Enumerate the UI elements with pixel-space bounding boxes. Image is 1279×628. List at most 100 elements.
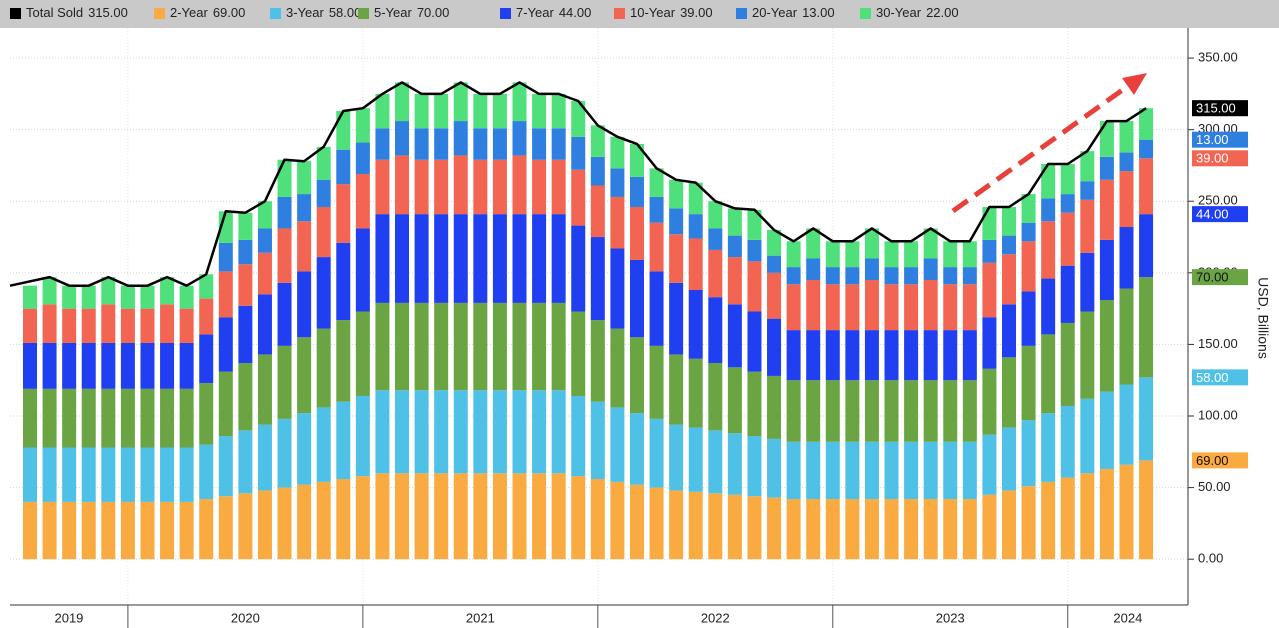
bar-segment	[42, 277, 57, 305]
y-tick-label: 250.00	[1198, 193, 1238, 208]
bar-segment	[512, 82, 527, 122]
bar-segment	[904, 284, 919, 331]
bar-segment	[199, 334, 214, 384]
bar-segment	[1080, 181, 1095, 200]
bar-segment	[767, 229, 782, 256]
bar-segment	[101, 501, 116, 560]
bar-segment	[336, 401, 351, 480]
bar-segment	[845, 441, 860, 500]
bar-segment	[708, 201, 723, 229]
bar-segment	[806, 258, 821, 280]
bar-segment	[610, 248, 625, 329]
legend-swatch	[500, 8, 511, 19]
bar-segment	[42, 304, 57, 343]
value-tag	[1192, 150, 1248, 167]
bar-segment	[512, 214, 527, 303]
bar-segment	[962, 330, 977, 381]
bar-segment	[218, 242, 233, 272]
bar-segment	[708, 249, 723, 298]
legend-label: 2-Year 69.00	[170, 5, 245, 20]
bar-segment	[649, 168, 664, 197]
bar-segment	[355, 228, 370, 312]
bar-segment	[414, 128, 429, 160]
bar-segment	[669, 179, 684, 209]
bar-segment	[1119, 288, 1134, 385]
bar-segment	[316, 179, 331, 207]
bar-segment	[492, 159, 507, 215]
bar-segment	[375, 159, 390, 215]
bar-segment	[943, 380, 958, 442]
bar-segment	[1002, 206, 1016, 236]
bar-segment	[316, 146, 331, 180]
bar-segment	[629, 176, 644, 207]
bar-segment	[160, 447, 175, 502]
bar-segment	[786, 441, 801, 500]
bar-segment	[512, 473, 527, 560]
legend-value: 13.00	[802, 5, 835, 20]
bar-segment	[297, 194, 312, 222]
bar-segment	[551, 214, 566, 303]
bar-segment	[120, 388, 135, 448]
bar-segment	[199, 298, 214, 335]
bar-segment	[943, 284, 958, 331]
bar-segment	[845, 499, 860, 560]
legend-value: 315.00	[88, 5, 128, 20]
bar-segment	[277, 196, 292, 229]
bar-segment	[845, 284, 860, 331]
legend-name: 5-Year	[374, 5, 412, 20]
bar-segment	[81, 308, 96, 343]
bar-segment	[473, 93, 488, 129]
bar-segment	[23, 285, 37, 309]
y-tick-label: 50.00	[1198, 479, 1231, 494]
value-tag-label: 13.00	[1196, 132, 1229, 147]
bar-segment	[727, 367, 742, 434]
bar-segment	[1139, 139, 1154, 159]
bar-segment	[864, 499, 879, 560]
legend-label: 30-Year 22.00	[876, 5, 959, 20]
bar-segment	[825, 499, 840, 560]
bar-segment	[453, 302, 468, 391]
bar-segment	[395, 214, 410, 303]
bar-segment	[355, 476, 370, 560]
bar-segment	[257, 354, 272, 425]
bar-segment	[492, 302, 507, 391]
x-tick-label: 2019	[54, 610, 83, 625]
bar-segment	[532, 390, 547, 474]
bar-segment	[767, 272, 782, 319]
bar-segment	[160, 277, 175, 305]
bar-segment	[1021, 222, 1036, 242]
bar-segment	[649, 487, 664, 560]
bar-segment	[629, 484, 644, 560]
bar-segment	[355, 174, 370, 229]
legend-value: 44.00	[559, 5, 592, 20]
bar-segment	[62, 447, 77, 502]
bar-segment	[532, 214, 547, 303]
bar-segment	[473, 214, 488, 303]
bar-segment	[62, 501, 77, 560]
bar-segment	[238, 430, 253, 494]
bar-segment	[590, 185, 605, 238]
bar-segment	[238, 363, 253, 431]
bar-segment	[1060, 212, 1075, 266]
bar-segment	[982, 262, 997, 318]
legend-swatch	[358, 8, 369, 19]
bar-segment	[277, 228, 292, 283]
bar-segment	[23, 342, 37, 389]
bar-segment	[1080, 398, 1095, 474]
bar-segment	[473, 159, 488, 215]
bar-segment	[551, 390, 566, 474]
bar-segment	[590, 479, 605, 560]
bar-segment	[62, 308, 77, 343]
bar-segment	[629, 143, 644, 177]
bar-segment	[1080, 252, 1095, 312]
bar-segment	[297, 413, 312, 485]
bar-segment	[571, 136, 586, 170]
bar-segment	[982, 494, 997, 560]
bar-segment	[395, 155, 410, 215]
bar-segment	[962, 380, 977, 442]
bar-segment	[120, 342, 135, 389]
bar-segment	[708, 493, 723, 560]
bar-segment	[864, 330, 879, 381]
bar-segment	[532, 473, 547, 560]
legend: Total Sold 315.00 2-Year 69.00 3-Year 58.00 5-…	[10, 5, 959, 20]
